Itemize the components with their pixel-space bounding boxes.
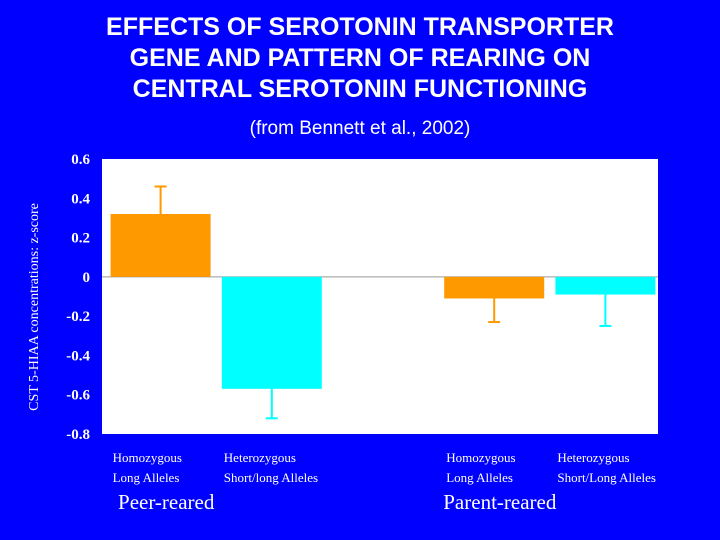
category-label-line1: Homozygous — [446, 450, 515, 465]
chart-subtitle: (from Bennett et al., 2002) — [249, 118, 471, 139]
y-tick-label: -0.6 — [66, 388, 90, 404]
chart-title: EFFECTS OF SEROTONIN TRANSPORTER GENE AN… — [0, 12, 720, 105]
category-label-line1: Heterozygous — [557, 450, 629, 465]
bar — [555, 276, 656, 295]
y-axis-label: CST 5-HIAA concentrations: z-score — [27, 203, 42, 411]
chart-title-line-3: CENTRAL SEROTONIN FUNCTIONING — [132, 75, 588, 103]
plot-area — [102, 159, 658, 434]
y-tick-label: -0.8 — [66, 427, 90, 443]
y-tick-label: -0.4 — [66, 348, 90, 364]
category-label-line1: Heterozygous — [224, 450, 296, 465]
y-tick-label: 0.4 — [71, 191, 90, 207]
category-label-line2: Long Alleles — [113, 470, 180, 485]
bar — [110, 214, 211, 277]
y-tick-label: -0.2 — [66, 309, 90, 325]
group-label: Parent-reared — [443, 490, 557, 514]
category-label-line2: Short/Long Alleles — [557, 470, 656, 485]
chart-title-line-2: GENE AND PATTERN OF REARING ON — [129, 44, 591, 72]
category-label-line2: Long Alleles — [446, 470, 513, 485]
category-label-line2: Short/long Alleles — [224, 470, 318, 485]
y-tick-label: 0.2 — [71, 231, 90, 247]
group-label: Peer-reared — [118, 490, 215, 514]
y-tick-label: 0 — [83, 270, 91, 286]
y-tick-label: 0.6 — [71, 152, 90, 168]
chart-title-line-1: EFFECTS OF SEROTONIN TRANSPORTER — [106, 13, 614, 41]
category-label-line1: Homozygous — [113, 450, 182, 465]
bar — [221, 276, 322, 389]
bar — [444, 276, 545, 299]
